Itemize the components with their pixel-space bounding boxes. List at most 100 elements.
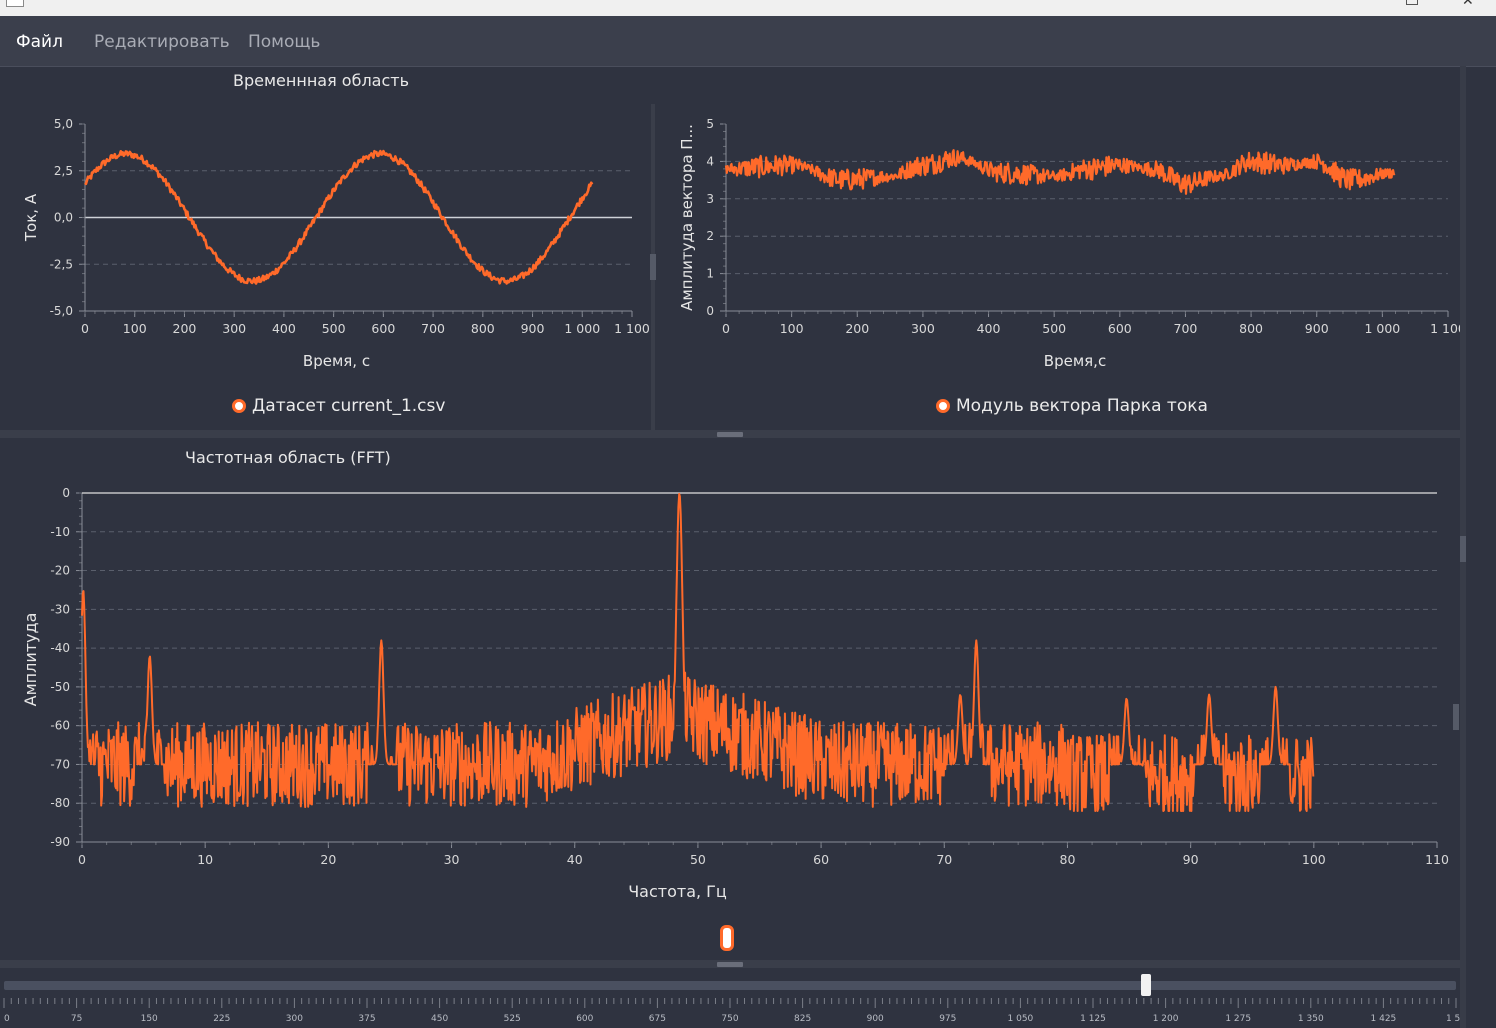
scrollbar-thumb-fft[interactable] (1453, 704, 1459, 730)
x-tick-label: 900 (1305, 321, 1329, 336)
slider-tick-label: 975 (939, 1014, 956, 1024)
x-tick-label: 800 (471, 321, 495, 336)
x-tick-label: 30 (444, 852, 460, 867)
x-tick-label: 1 100 (1430, 321, 1460, 336)
slider-tick-label: 150 (141, 1014, 158, 1024)
y-tick-label: 2,5 (54, 164, 73, 178)
x-tick-label: 400 (272, 321, 296, 336)
slider-tick-label: 600 (576, 1014, 593, 1024)
x-tick-label: 800 (1239, 321, 1263, 336)
x-tick-label: 60 (813, 852, 829, 867)
slider-tick-label: 375 (358, 1014, 375, 1024)
x-tick-label: 10 (197, 852, 213, 867)
x-tick-label: 1 100 (614, 321, 650, 336)
x-tick-label: 1 000 (1364, 321, 1400, 336)
y-tick-label: 0,0 (54, 211, 73, 225)
slider-tick-label: 1 50 (1446, 1014, 1460, 1024)
y-tick-label: -50 (50, 680, 70, 694)
window-titlebar: ✕ (0, 0, 1496, 16)
time-chart-title: Временнная область (233, 71, 410, 90)
x-tick-label: 90 (1183, 852, 1199, 867)
time-chart-legend[interactable]: Датасет current_1.csv (232, 396, 445, 416)
menu-bar: Файл Редактировать Помощь (0, 16, 1496, 67)
x-tick-label: 0 (81, 321, 89, 336)
park-chart-legend[interactable]: Модуль вектора Парка тока (936, 396, 1208, 416)
slider-tick-label: 1 050 (1008, 1014, 1034, 1024)
x-tick-label: 40 (567, 852, 583, 867)
park-series-line (724, 149, 1396, 195)
fft-series-line (81, 492, 1315, 812)
time-legend-label: Датасет current_1.csv (252, 396, 446, 416)
x-tick-label: 600 (1108, 321, 1132, 336)
slider-tick-label: 75 (71, 1014, 82, 1024)
slider-tick-label: 1 200 (1153, 1014, 1179, 1024)
scrollbar-thumb-right[interactable] (1460, 536, 1466, 562)
x-tick-label: 300 (911, 321, 935, 336)
x-tick-label: 700 (1174, 321, 1198, 336)
y-tick-label: -2,5 (50, 257, 73, 271)
x-tick-label: 500 (322, 321, 346, 336)
slider-tick-label: 0 (4, 1014, 10, 1024)
x-tick-label: 500 (1042, 321, 1066, 336)
x-tick-label: 600 (371, 321, 395, 336)
slider-tick-label: 825 (794, 1014, 811, 1024)
splitter-handle-bottom[interactable] (717, 962, 743, 967)
y-axis-label: Амплитуда вектора П... (678, 124, 696, 311)
y-tick-label: 0 (62, 486, 70, 500)
y-tick-label: -80 (50, 796, 70, 810)
menu-help[interactable]: Помощь (248, 32, 321, 52)
slider-tick-label: 675 (649, 1014, 666, 1024)
x-tick-label: 400 (977, 321, 1001, 336)
legend-marker-icon (936, 399, 950, 413)
slider-tick-label: 300 (286, 1014, 303, 1024)
y-tick-label: 5 (706, 117, 714, 131)
x-tick-label: 0 (78, 852, 86, 867)
time-slider-track[interactable] (4, 981, 1456, 990)
fft-legend-marker[interactable] (720, 925, 734, 951)
fft-chart: 0 -10 -20 -30 -40 -50 -60 -70 -80 -90 0 10 20 30 40 50 6… (21, 486, 1449, 901)
slider-tick-label: 1 425 (1371, 1014, 1397, 1024)
x-axis-label: Время,с (1044, 352, 1106, 370)
y-tick-label: -20 (50, 564, 70, 578)
slider-tick-label: 225 (213, 1014, 230, 1024)
app-icon (6, 0, 24, 7)
legend-marker-icon (232, 399, 246, 413)
x-tick-label: 200 (845, 321, 869, 336)
slider-tick-label: 900 (867, 1014, 884, 1024)
scrollbar-thumb-left[interactable] (650, 254, 656, 280)
park-legend-label: Модуль вектора Парка тока (956, 396, 1208, 416)
slider-tick-label: 1 275 (1225, 1014, 1251, 1024)
fft-chart-title: Частотная область (FFT) (185, 448, 391, 467)
y-tick-label: 4 (706, 154, 714, 168)
y-tick-label: 2 (706, 229, 714, 243)
y-tick-label: 5,0 (54, 117, 73, 131)
slider-tick-label: 1 125 (1080, 1014, 1106, 1024)
x-tick-label: 300 (222, 321, 246, 336)
time-series-line (84, 149, 594, 285)
y-tick-label: -10 (50, 525, 70, 539)
slider-tick-label: 525 (504, 1014, 521, 1024)
time-slider-thumb[interactable] (1141, 974, 1152, 996)
slider-scale: 0 75 150 225 300 375 450 525 600 675 750 825 900 975 1… (3, 998, 1460, 1024)
x-tick-label: 0 (722, 321, 730, 336)
y-axis-label: Амплитуда (21, 613, 40, 707)
menu-edit[interactable]: Редактировать (94, 32, 230, 52)
x-axis-label: Время, с (303, 352, 370, 370)
x-tick-label: 80 (1060, 852, 1076, 867)
x-tick-label: 70 (936, 852, 952, 867)
y-tick-label: -40 (50, 641, 70, 655)
x-tick-label: 100 (1302, 852, 1326, 867)
y-tick-label: 3 (706, 192, 714, 206)
x-tick-label: 50 (690, 852, 706, 867)
splitter-handle-top[interactable] (717, 432, 743, 437)
slider-tick-label: 1 350 (1298, 1014, 1324, 1024)
y-tick-label: -30 (50, 602, 70, 616)
slider-tick-label: 750 (721, 1014, 738, 1024)
close-icon[interactable]: ✕ (1462, 0, 1474, 9)
menu-file[interactable]: Файл (16, 32, 63, 52)
y-axis-label: Ток, А (22, 193, 40, 242)
x-tick-label: 700 (421, 321, 445, 336)
maximize-icon[interactable] (1406, 0, 1418, 5)
time-domain-chart: 5,0 2,5 0,0 -2,5 -5,0 0 100 200 300 400 500 600 700 8… (22, 117, 650, 370)
